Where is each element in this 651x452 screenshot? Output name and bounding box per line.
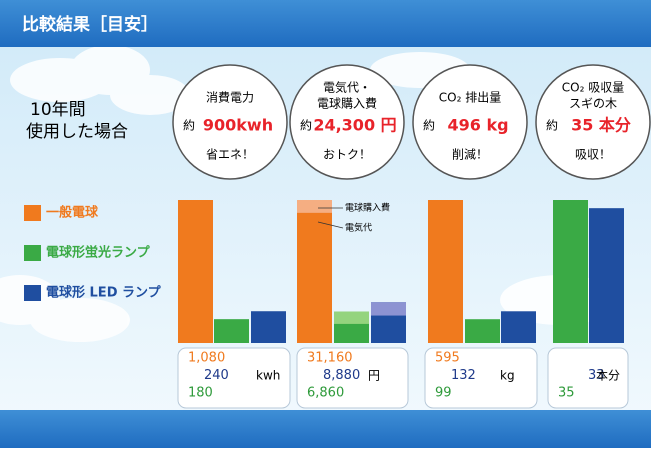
segment-label: 電球購入費 xyxy=(345,202,390,214)
bar-segment xyxy=(334,312,369,324)
bar xyxy=(501,311,536,343)
circle-prefix: 約 xyxy=(183,118,195,133)
bar xyxy=(465,319,500,343)
circle-highlight: 496 kg xyxy=(447,116,508,135)
legend-swatch xyxy=(24,285,41,301)
bar xyxy=(428,200,463,343)
circle-heading: 消費電力 xyxy=(206,90,254,105)
unit-label: 本分 xyxy=(596,369,620,383)
intro: 使用した場合 xyxy=(26,121,128,142)
legend-swatch xyxy=(24,205,41,221)
circle-highlight: 24,300 円 xyxy=(313,116,396,135)
value-label: 132 xyxy=(451,368,476,383)
circle-heading: CO₂ 排出量 xyxy=(439,91,501,105)
value-label: 35 xyxy=(558,386,575,401)
bar xyxy=(251,311,286,343)
value-label: 240 xyxy=(204,368,229,383)
value-label: 180 xyxy=(188,386,213,401)
circle-footer: 削減！ xyxy=(452,147,488,162)
value-label: 31,160 xyxy=(307,351,353,366)
bar xyxy=(589,208,624,343)
unit-label: kwh xyxy=(256,369,280,383)
circle-heading: スギの木 xyxy=(569,97,617,111)
bar xyxy=(178,200,213,343)
legend-swatch xyxy=(24,245,41,261)
bar-segment xyxy=(371,302,406,315)
legend-label: 電球形蛍光ランプ xyxy=(46,245,151,261)
circle-prefix: 約 xyxy=(546,118,558,133)
footer-bar xyxy=(0,410,651,448)
circle-highlight: 35 本分 xyxy=(571,116,631,135)
page: 比較結果［目安］ 10年間 使用した場合 消費電力約900kwh省エネ！電気代・… xyxy=(0,0,651,452)
title: 比較結果［目安］ xyxy=(22,14,158,35)
legend-label: 一般電球 xyxy=(46,205,99,221)
value-label: 6,860 xyxy=(307,386,344,401)
bar xyxy=(553,200,588,343)
segment-label: 電気代 xyxy=(345,222,372,234)
circle-prefix: 約 xyxy=(423,118,435,133)
intro: 10年間 xyxy=(30,100,86,120)
circle-prefix: 約 xyxy=(300,118,312,133)
value-label: 8,880 xyxy=(323,368,360,383)
legend-label: 電球形 LED ランプ xyxy=(46,285,162,301)
unit-label: 円 xyxy=(368,369,380,383)
circle-footer: おトク！ xyxy=(323,148,371,162)
infographic: 比較結果［目安］ 10年間 使用した場合 消費電力約900kwh省エネ！電気代・… xyxy=(0,0,651,448)
circle-heading: 電球購入費 xyxy=(317,96,377,111)
circle-highlight: 900kwh xyxy=(203,116,273,135)
circle-heading: 電気代・ xyxy=(323,80,371,95)
bar xyxy=(214,319,249,343)
bar xyxy=(297,200,332,343)
unit-label: kg xyxy=(500,369,515,383)
value-label: 595 xyxy=(435,351,460,366)
value-label: 1,080 xyxy=(188,351,225,366)
bar-segment xyxy=(297,200,332,213)
circle-heading: CO₂ 吸収量 xyxy=(562,81,624,95)
circle-footer: 吸収！ xyxy=(575,148,611,162)
circle-footer: 省エネ！ xyxy=(206,148,254,162)
value-label: 99 xyxy=(435,386,452,401)
